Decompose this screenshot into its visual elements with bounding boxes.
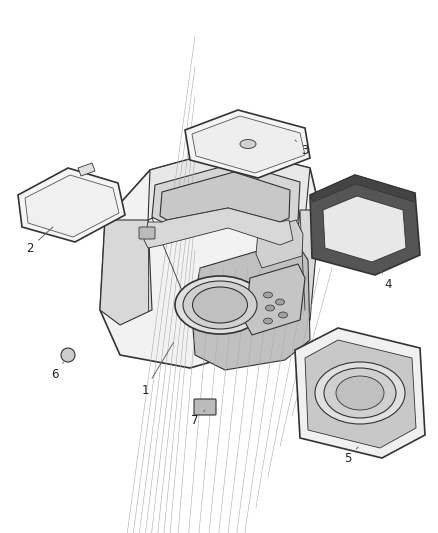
Polygon shape [192,116,305,173]
Ellipse shape [264,292,272,298]
Polygon shape [310,175,415,202]
Text: 6: 6 [51,362,64,382]
Polygon shape [245,264,305,335]
Polygon shape [192,240,310,370]
Ellipse shape [279,312,287,318]
Polygon shape [256,220,303,268]
Ellipse shape [192,287,247,323]
Ellipse shape [324,368,396,418]
Polygon shape [295,328,425,458]
Polygon shape [285,210,320,340]
Text: 7: 7 [191,410,205,426]
Polygon shape [152,163,300,225]
Text: 1: 1 [141,342,173,397]
Ellipse shape [264,318,272,324]
Ellipse shape [240,140,256,149]
Polygon shape [100,148,320,368]
Ellipse shape [315,362,405,424]
Ellipse shape [265,305,275,311]
Polygon shape [25,175,119,237]
Polygon shape [310,175,420,275]
Ellipse shape [336,376,384,410]
Polygon shape [18,168,125,242]
FancyBboxPatch shape [139,227,155,239]
Ellipse shape [175,276,265,334]
Polygon shape [148,148,310,220]
Text: 3: 3 [295,140,309,157]
Text: 2: 2 [26,227,53,254]
Polygon shape [78,163,95,176]
Polygon shape [100,220,152,325]
Ellipse shape [183,281,257,329]
Circle shape [61,348,75,362]
Text: 5: 5 [344,447,358,464]
Polygon shape [160,172,290,222]
Ellipse shape [276,299,285,305]
Polygon shape [305,340,416,448]
Polygon shape [323,196,406,262]
Polygon shape [185,110,310,178]
FancyBboxPatch shape [194,399,216,415]
Text: 4: 4 [381,271,392,292]
Polygon shape [144,208,293,248]
